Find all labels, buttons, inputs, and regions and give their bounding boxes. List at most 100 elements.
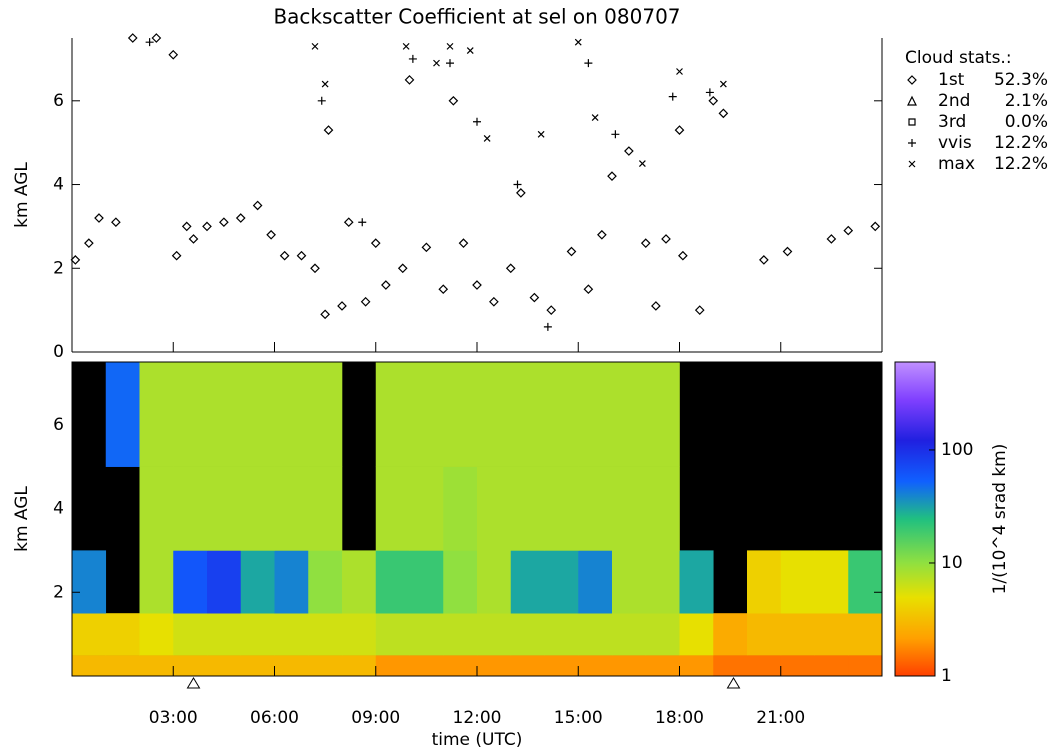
marker: [370, 238, 381, 248]
heat-cell: [72, 550, 107, 614]
marker: [516, 188, 526, 198]
x-tick-label: 15:00: [554, 708, 603, 728]
y-tick-label: 2: [53, 582, 64, 602]
heat-cell: [173, 550, 208, 614]
legend-stat: 12.2%: [994, 133, 1048, 153]
heat-cell: [544, 655, 579, 677]
marker: [408, 54, 417, 63]
heat-cell: [240, 466, 275, 551]
colorbar-tick-label: 1: [941, 666, 952, 686]
marker: [624, 146, 634, 156]
heat-cell: [139, 655, 174, 677]
heat-cell: [578, 655, 613, 677]
heat-cell: [510, 613, 545, 656]
marker: [668, 92, 677, 101]
marker: [181, 221, 192, 232]
heat-cell: [510, 466, 545, 551]
marker: [446, 59, 454, 68]
marker: [708, 95, 719, 106]
heat-cell: [409, 362, 444, 467]
heat-cell: [443, 466, 478, 551]
heat-cell: [780, 655, 815, 677]
heat-cell: [679, 550, 714, 614]
marker: [826, 234, 837, 244]
heat-cell: [274, 655, 309, 677]
legend-glyph: [907, 75, 917, 85]
marker: [404, 75, 415, 85]
heat-cell: [578, 466, 613, 551]
heat-cell: [207, 550, 242, 614]
heat-cell: [375, 613, 410, 656]
marker: [591, 114, 599, 121]
legend-glyph: [908, 139, 916, 147]
marker: [759, 255, 769, 265]
marker: [127, 33, 138, 43]
y-tick-label: 6: [53, 415, 64, 435]
marker: [438, 284, 449, 295]
heat-cell: [139, 466, 174, 551]
heat-cell: [105, 655, 140, 677]
marker: [151, 33, 162, 43]
y-axis-label: km AGL: [12, 162, 32, 228]
legend-stat: 2.1%: [1005, 91, 1048, 111]
marker: [252, 200, 263, 211]
marker: [583, 284, 594, 295]
heat-cell: [544, 466, 579, 551]
heat-cell: [139, 550, 174, 614]
heat-cell: [544, 550, 579, 614]
heat-cell: [72, 613, 107, 656]
heat-cell: [274, 466, 309, 551]
marker: [513, 180, 522, 189]
heat-cell: [510, 550, 545, 614]
heat-cell: [645, 466, 680, 551]
legend-label: 3rd: [938, 112, 966, 132]
marker: [640, 238, 651, 248]
heat-cell: [544, 362, 579, 467]
marker: [448, 95, 459, 106]
marker: [651, 301, 661, 311]
marker: [705, 88, 714, 97]
heat-cell: [814, 550, 849, 614]
marker: [489, 296, 499, 307]
heat-cell: [477, 655, 512, 677]
heat-cell: [308, 550, 343, 614]
marker: [266, 229, 276, 240]
marker: [279, 250, 290, 261]
marker: [188, 234, 199, 244]
heat-cell: [612, 613, 647, 656]
colorbar-tick-label: 10: [941, 553, 963, 573]
heat-cell: [240, 550, 275, 614]
heat-cell: [679, 613, 714, 656]
marker: [661, 234, 671, 244]
legend-glyph: [907, 95, 917, 106]
heat-cell: [342, 655, 377, 677]
heat-cell: [713, 655, 748, 677]
heat-cell: [308, 362, 343, 467]
marker: [566, 246, 577, 257]
heat-cell: [477, 362, 512, 467]
y-tick-label: 4: [53, 175, 64, 195]
heat-cell: [375, 466, 410, 551]
x-tick-label: 21:00: [756, 708, 805, 728]
legend-title: Cloud stats.:: [905, 48, 1012, 68]
heat-cell: [409, 655, 444, 677]
marker: [584, 59, 593, 68]
heat-cell: [814, 655, 849, 677]
marker: [529, 292, 540, 303]
marker: [870, 221, 881, 232]
heat-cell: [342, 550, 377, 614]
heat-cell: [173, 466, 208, 551]
marker: [611, 130, 620, 139]
x-tick-label: 06:00: [250, 708, 299, 728]
legend-label: vvis: [938, 133, 972, 153]
y-axis-label: km AGL: [12, 486, 32, 552]
marker: [433, 59, 440, 67]
marker: [94, 213, 104, 223]
marker: [676, 68, 683, 75]
marker: [320, 309, 330, 320]
heat-cell: [814, 613, 849, 656]
heat-cell: [207, 655, 242, 677]
marker: [171, 250, 182, 261]
heat-cell: [308, 655, 343, 677]
heat-cell: [747, 550, 782, 614]
